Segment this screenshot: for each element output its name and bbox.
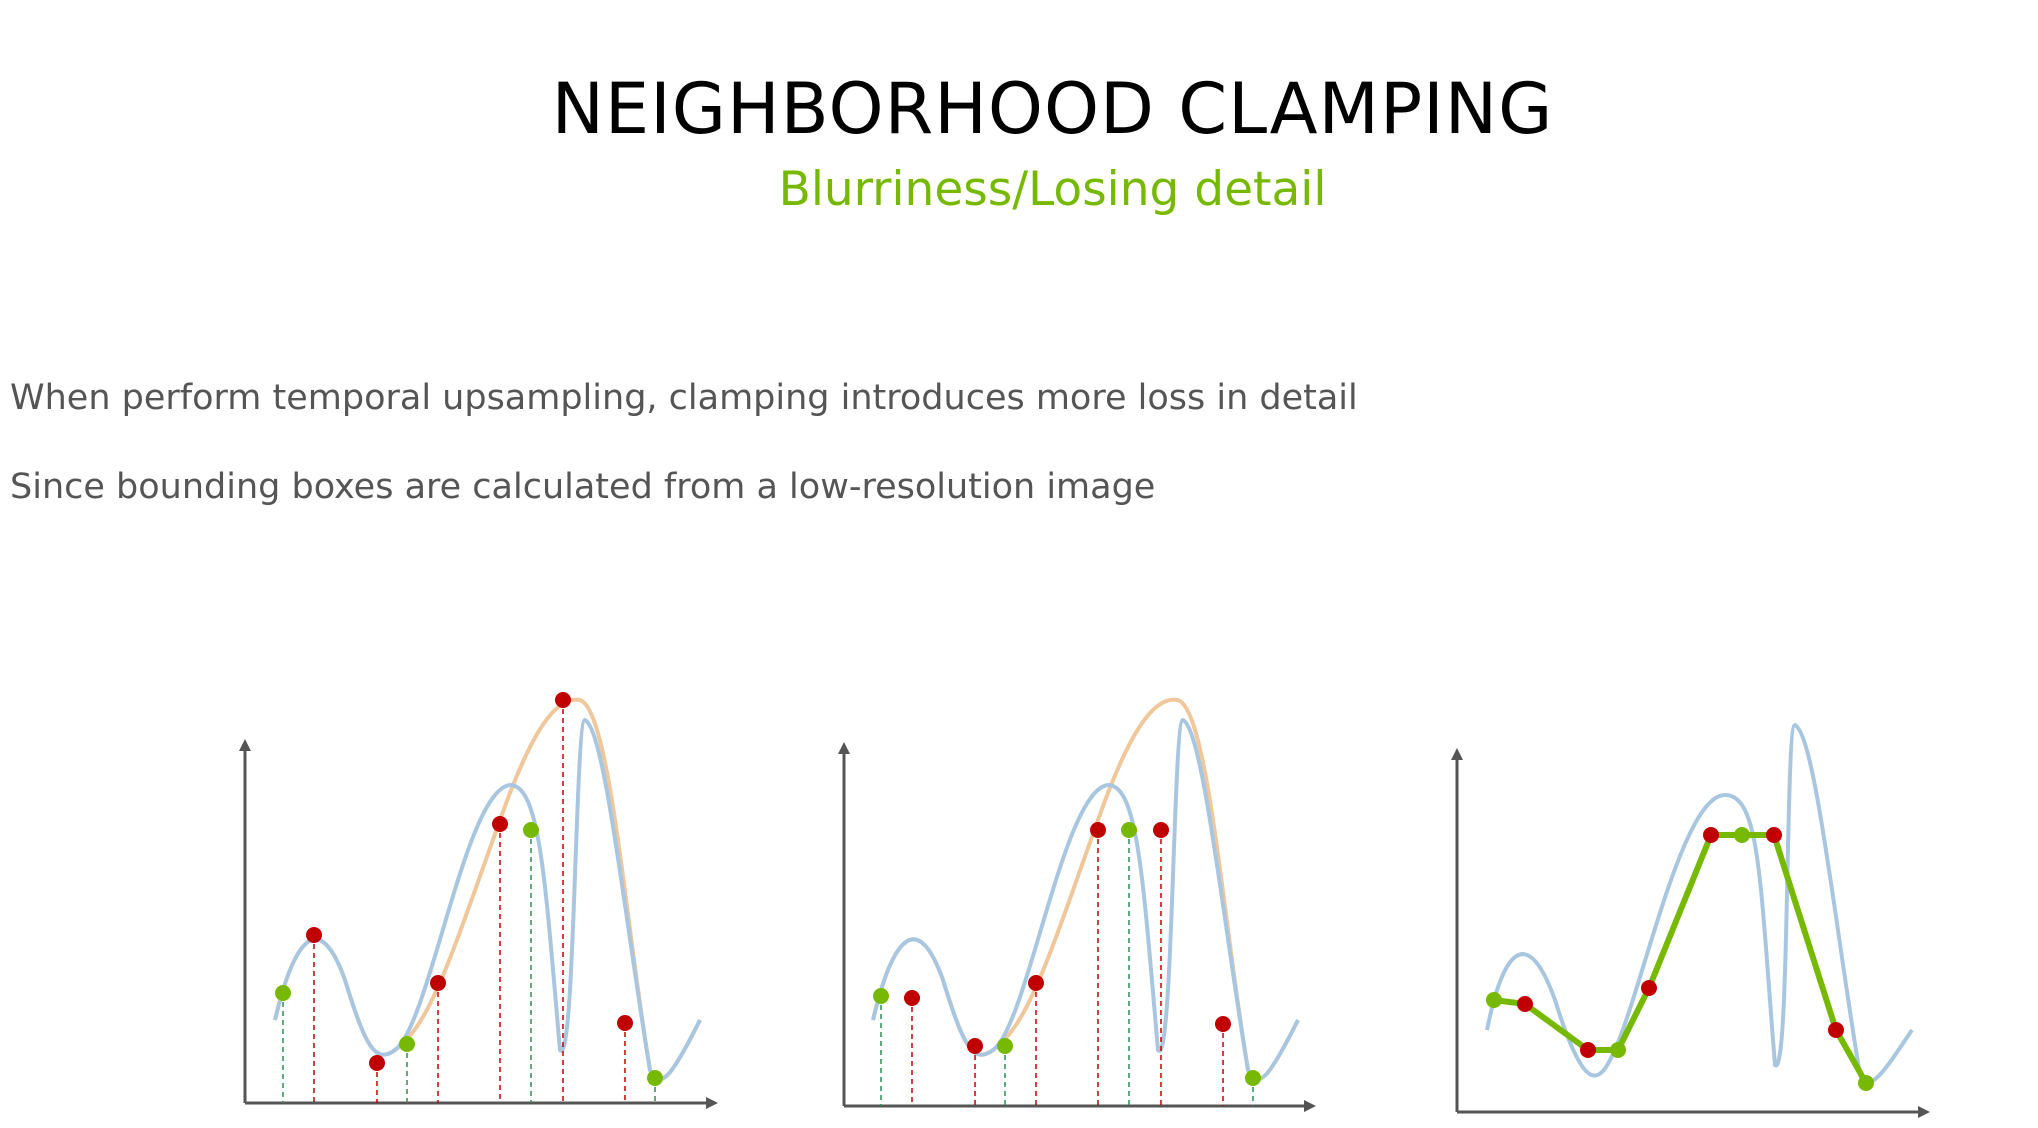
panel-1-point xyxy=(369,1055,385,1071)
panel-2-point xyxy=(1028,975,1044,991)
panel-1-point xyxy=(430,975,446,991)
panel-2-point xyxy=(997,1038,1013,1054)
page-title: NEIGHBORHOOD CLAMPING xyxy=(551,68,1554,150)
panel-3-point xyxy=(1580,1042,1596,1058)
panel-2-point xyxy=(904,990,920,1006)
panel-2-guide-lines xyxy=(880,830,1254,1106)
panel-3-blue-curve xyxy=(1485,722,1914,1084)
panel-1-orange-curve xyxy=(273,697,702,1082)
panel-3-point xyxy=(1858,1075,1874,1091)
panel-2-blue-curve xyxy=(871,717,1300,1082)
panel-2-point xyxy=(1121,822,1137,838)
panel-1-blue-curve xyxy=(273,717,702,1082)
panel-1-point xyxy=(617,1015,633,1031)
panel-1-point xyxy=(275,985,291,1001)
panel-2-point xyxy=(1153,822,1169,838)
panel-2-point xyxy=(1215,1016,1231,1032)
panel-1-point xyxy=(306,927,322,943)
panel-2-point xyxy=(1090,822,1106,838)
page-subtitle: Blurriness/Losing detail xyxy=(778,162,1327,217)
panel-3-point xyxy=(1517,996,1533,1012)
panel-3-point xyxy=(1641,980,1657,996)
panel-3-point xyxy=(1766,827,1782,843)
body-text-line-1: When perform temporal upsampling, clampi… xyxy=(10,378,1358,418)
panel-2-point xyxy=(873,988,889,1004)
body-text-line-2: Since bounding boxes are calculated from… xyxy=(10,467,1156,507)
panel-3-point xyxy=(1734,827,1750,843)
panel-1-point xyxy=(555,692,571,708)
panel-2-point xyxy=(1245,1070,1261,1086)
panel-2-orange-curve xyxy=(871,697,1300,1082)
panel-1-point xyxy=(647,1070,663,1086)
panel-3-point xyxy=(1828,1022,1844,1038)
panel-3-point xyxy=(1610,1042,1626,1058)
panel-2-point xyxy=(967,1038,983,1054)
panel-3-point xyxy=(1703,827,1719,843)
panel-3-sample-points xyxy=(1486,827,1874,1091)
panel-1-point xyxy=(399,1036,415,1052)
panel-1-point xyxy=(492,816,508,832)
panel-2-sample-points xyxy=(873,822,1261,1086)
panel-1-sample-points xyxy=(275,692,663,1086)
panel-3-point xyxy=(1486,992,1502,1008)
panel-2-clamped-samples xyxy=(838,697,1316,1112)
panel-1-point xyxy=(523,822,539,838)
panel-3-green-reconstruction xyxy=(1493,832,1869,1085)
panel-1-history-samples xyxy=(239,692,718,1109)
panel-3-reconstructed-signal xyxy=(1451,722,1930,1118)
